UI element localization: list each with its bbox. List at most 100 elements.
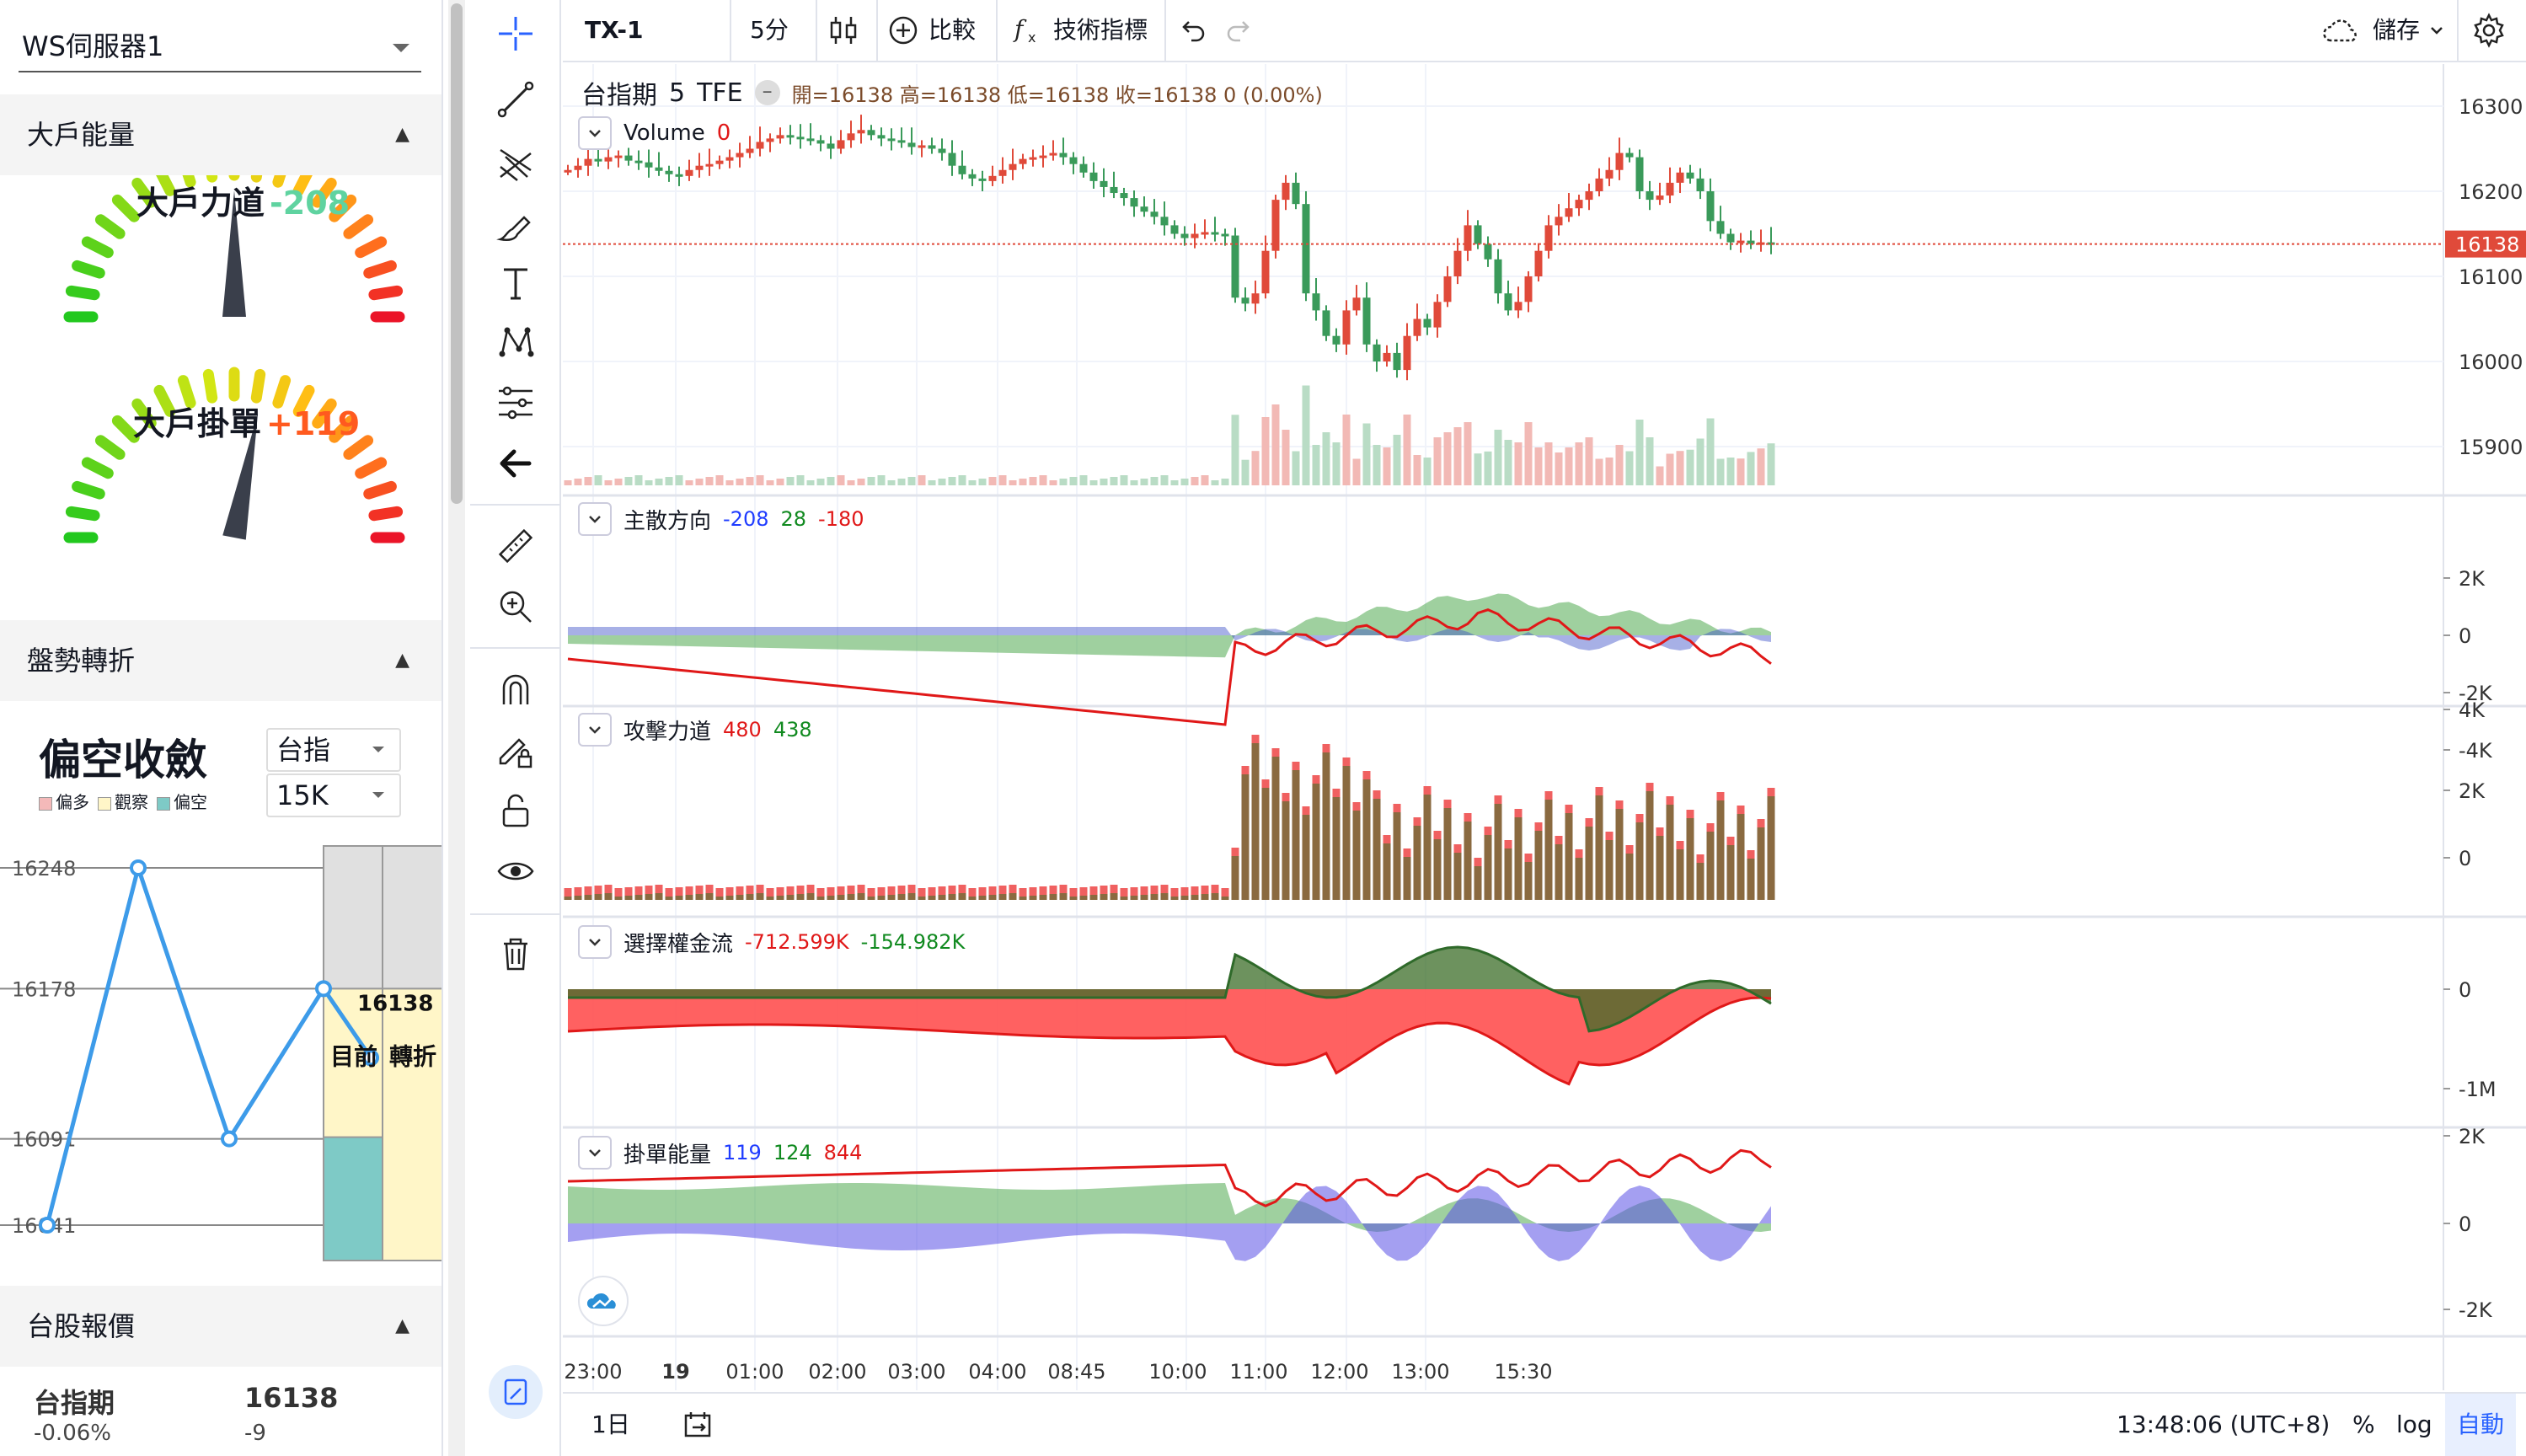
chevron-down-icon xyxy=(589,939,601,946)
legend-label: 偏多 xyxy=(56,792,89,812)
magnet-icon[interactable] xyxy=(489,662,543,716)
left-scrollbar-thumb[interactable] xyxy=(451,3,463,504)
crosshair-icon[interactable] xyxy=(489,7,543,61)
attack-bar xyxy=(675,896,683,900)
volume-bar xyxy=(1140,479,1148,485)
lock-pencil-icon[interactable] xyxy=(489,723,543,777)
turning-line xyxy=(45,860,373,1226)
compare-button[interactable]: 比較 xyxy=(886,0,976,61)
candle-body xyxy=(1585,191,1593,201)
volume-bar xyxy=(1201,475,1209,485)
volume-bar xyxy=(1524,422,1533,485)
attack-bar-top xyxy=(1757,819,1765,827)
chart-type-button[interactable] xyxy=(826,0,863,61)
indicator-value: -154.982K xyxy=(860,930,966,954)
log-toggle[interactable]: log xyxy=(2396,1410,2432,1438)
attack-bar-top xyxy=(1373,790,1381,799)
text-icon[interactable] xyxy=(489,256,543,310)
volume-bar xyxy=(907,477,916,485)
attack-bar-top xyxy=(1393,804,1401,812)
candle-body xyxy=(1362,297,1371,345)
indicator-name: 掛單能量 xyxy=(623,1142,712,1168)
settings-button[interactable] xyxy=(2470,0,2507,61)
volume-bar xyxy=(725,480,734,485)
ruler-icon[interactable] xyxy=(489,519,543,573)
volume-bar xyxy=(695,479,704,485)
gauge2-value: +119 xyxy=(266,405,361,442)
candle-body xyxy=(857,130,865,134)
section-quote-header[interactable]: 台股報價 ▲ xyxy=(0,1286,442,1367)
legend-swatch xyxy=(157,796,170,811)
collapse-button[interactable] xyxy=(578,1136,612,1170)
back-arrow-icon[interactable] xyxy=(489,436,543,490)
candle-body xyxy=(1716,221,1725,234)
index-select[interactable]: 台指 xyxy=(266,728,401,772)
attack-bar xyxy=(978,896,987,900)
undo-button[interactable] xyxy=(1176,0,1207,61)
measure-lines-icon[interactable] xyxy=(489,376,543,430)
attack-bar-top xyxy=(827,887,835,896)
save-button[interactable]: 儲存 xyxy=(2320,0,2445,61)
candle-body xyxy=(715,160,724,164)
attack-bar-top xyxy=(1130,887,1138,896)
collapse-button[interactable] xyxy=(578,116,612,150)
candle-body xyxy=(806,138,815,142)
legend-swatch xyxy=(39,796,52,811)
section-big-player-header[interactable]: 大戶能量 ▲ xyxy=(0,94,442,175)
legend-item: 偏空 xyxy=(157,789,207,813)
attack-bar xyxy=(1332,797,1341,900)
left-panel: WS伺服器1 大戶能量 ▲ 大戶力道 -208 大戶掛單 +119 盤勢轉折 ▲ 偏… xyxy=(0,0,443,1456)
symbol-search[interactable]: TX-1 xyxy=(585,0,644,61)
attack-bar xyxy=(584,895,592,900)
collapse-button[interactable] xyxy=(578,925,612,959)
candle-body xyxy=(1676,172,1684,183)
panel-icon[interactable] xyxy=(489,1365,543,1419)
pitchfork-icon[interactable] xyxy=(489,135,543,189)
gauge1-tick xyxy=(292,175,313,196)
candle-body xyxy=(867,130,875,136)
toolbar-divider xyxy=(470,913,559,915)
logo[interactable] xyxy=(578,1276,629,1326)
unlock-icon[interactable] xyxy=(489,784,543,838)
volume-bar xyxy=(1100,479,1108,485)
candle-body xyxy=(1009,163,1017,170)
volume-bar xyxy=(766,480,774,485)
range-button[interactable]: 1日 xyxy=(591,1394,630,1456)
goto-date-button[interactable] xyxy=(681,1394,714,1456)
volume-bar xyxy=(1049,480,1057,485)
attack-bar-top xyxy=(1100,886,1108,894)
attack-bar xyxy=(816,897,825,900)
quote-name[interactable]: 台指期 xyxy=(34,1387,115,1419)
chevron-down-icon xyxy=(589,726,601,734)
candle-body xyxy=(624,155,633,161)
eye-icon[interactable] xyxy=(489,844,543,898)
amount-select[interactable]: 15K xyxy=(266,774,401,817)
chart-canvas[interactable]: 16300 16200 16100 16000 15900 16138 2K 0 -2K -4K 4… xyxy=(563,64,2526,1390)
interval-button[interactable]: 5分 xyxy=(750,0,789,61)
collapse-button[interactable] xyxy=(578,502,612,536)
attack-bar xyxy=(1625,854,1634,900)
server-select[interactable]: WS伺服器1 xyxy=(19,20,421,72)
attack-bar-top xyxy=(1089,886,1098,895)
pattern-icon[interactable] xyxy=(489,315,543,369)
section-turning-header[interactable]: 盤勢轉折 ▲ xyxy=(0,620,442,701)
minus-icon[interactable]: – xyxy=(754,80,780,105)
time-tick: 04:00 xyxy=(968,1360,1026,1384)
collapse-button[interactable] xyxy=(578,713,612,747)
percent-toggle[interactable]: % xyxy=(2352,1410,2375,1438)
trendline-icon[interactable] xyxy=(489,72,543,126)
time-tick: 02:00 xyxy=(808,1360,866,1384)
chart-area[interactable]: 16300 16200 16100 16000 15900 16138 2K 0 -2K -4K 4… xyxy=(563,64,2526,1390)
attack-bar-top xyxy=(1696,854,1705,863)
attack-bar xyxy=(1251,743,1260,900)
redo-button[interactable] xyxy=(1225,0,1255,61)
trash-icon[interactable] xyxy=(489,927,543,981)
attack-bar-top xyxy=(1635,814,1644,822)
volume-bar xyxy=(1362,423,1371,485)
auto-toggle[interactable]: 自動 xyxy=(2445,1394,2517,1456)
last-price-label: 16138 xyxy=(2455,233,2519,257)
zoom-in-icon[interactable] xyxy=(489,580,543,634)
gauge1-tick xyxy=(72,260,105,279)
brush-icon[interactable] xyxy=(489,197,543,251)
